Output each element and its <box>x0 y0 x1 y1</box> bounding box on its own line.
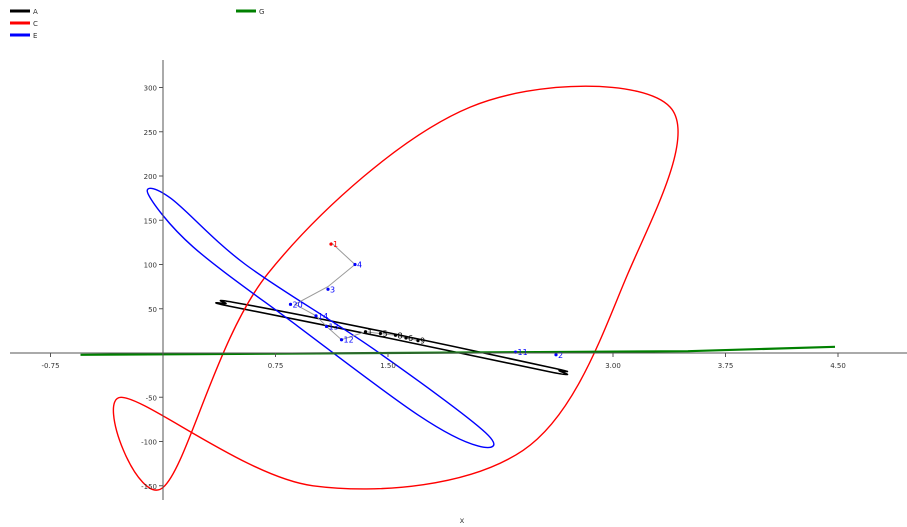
legend-label-e: E <box>33 32 37 40</box>
point-marker <box>416 339 420 343</box>
y-tick-label: 50 <box>148 306 157 314</box>
x-tick-label: 3.75 <box>718 362 734 370</box>
y-tick-label: 300 <box>144 85 157 93</box>
y-tick-label: 100 <box>144 262 157 270</box>
point-label: 5 <box>383 330 388 339</box>
point-marker <box>554 353 558 357</box>
series-c-ellipse <box>112 85 679 491</box>
point-marker <box>314 314 318 318</box>
y-tick-label: -50 <box>146 394 157 402</box>
series-e-ellipse <box>146 187 495 449</box>
y-tick-label: 150 <box>144 217 157 225</box>
point-label: 13 <box>329 322 339 331</box>
point-marker <box>404 336 408 340</box>
y-tick-label: 250 <box>144 129 157 137</box>
point-label: 14 <box>318 312 328 321</box>
point-marker <box>326 287 330 291</box>
legend-label-c: C <box>33 20 38 28</box>
x-tick-label: 3.00 <box>605 362 621 370</box>
x-tick-label: 1.50 <box>380 362 396 370</box>
x-tick-label: -0.75 <box>41 362 59 370</box>
point-marker <box>324 324 329 329</box>
point-label: 1 <box>368 328 373 337</box>
point-label: 3 <box>330 285 335 294</box>
y-tick-label: -100 <box>141 439 157 447</box>
point-label: 9 <box>420 337 425 346</box>
y-tick-label: -150 <box>141 483 157 491</box>
point-label: 8 <box>398 331 403 340</box>
x-tick-label: 4.50 <box>830 362 846 370</box>
point-marker <box>363 330 368 334</box>
legend: ACE G <box>10 8 264 40</box>
point-marker <box>339 338 344 342</box>
point-label: 1 <box>333 240 338 249</box>
point-marker <box>329 242 333 246</box>
legend-label-a: A <box>33 8 38 16</box>
point-label: 12 <box>344 336 354 345</box>
legend-label-g: G <box>259 8 264 16</box>
point-marker <box>378 331 383 336</box>
y-tick-label: 200 <box>144 173 157 181</box>
point-label: 2 <box>558 351 563 360</box>
x-axis-label: x <box>460 516 465 525</box>
point-marker <box>393 333 398 337</box>
point-marker <box>353 262 357 267</box>
point-label: 4 <box>357 261 362 270</box>
x-tick-label: 0.75 <box>268 362 284 370</box>
axes: -0.75 0.75 1.50 3.00 3.75 4.50 -150 -100 -50 50 10… <box>10 60 907 500</box>
point-label: 20 <box>293 300 303 309</box>
point-marker <box>288 302 293 306</box>
point-label: 6 <box>408 334 413 343</box>
